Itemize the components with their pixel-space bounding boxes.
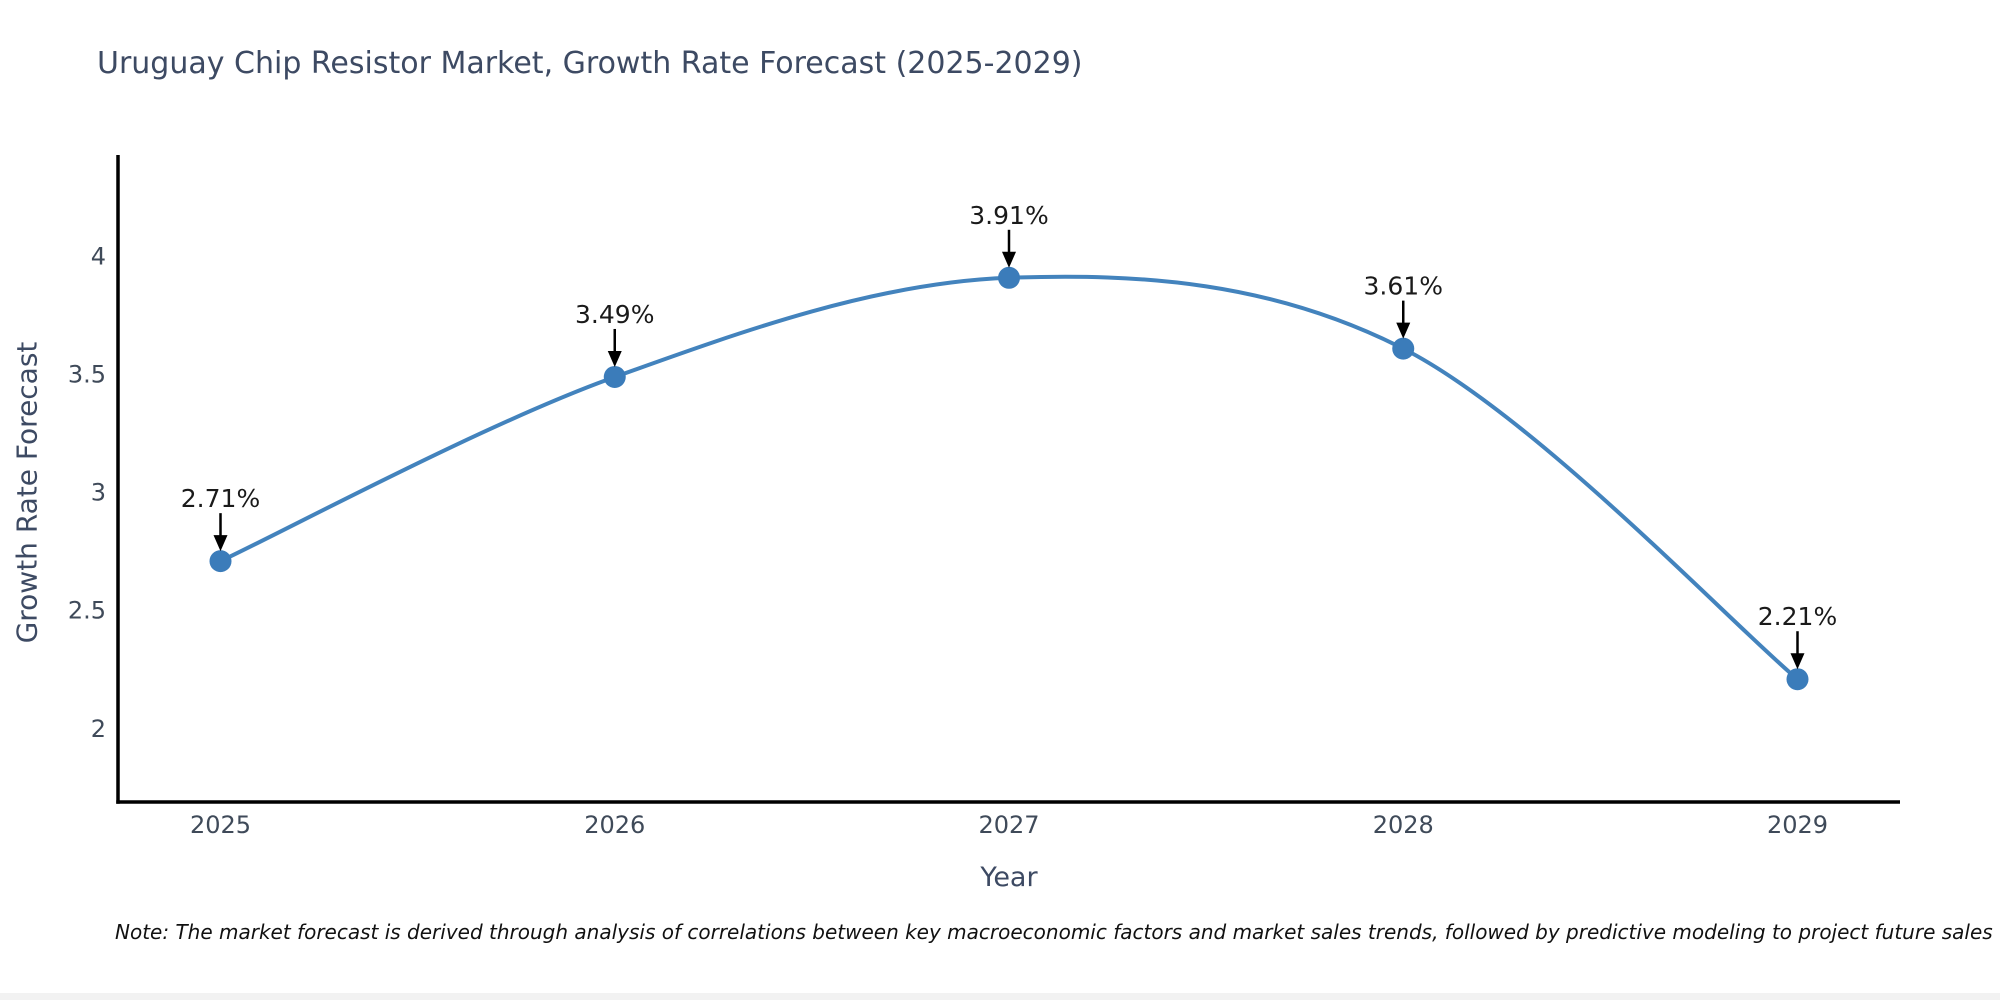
annotation-label: 3.91% bbox=[969, 201, 1048, 230]
data-point-marker bbox=[209, 550, 232, 573]
y-axis-title: Growth Rate Forecast bbox=[10, 341, 44, 644]
annotation-label: 3.49% bbox=[575, 300, 654, 329]
y-tick-label: 2.5 bbox=[68, 597, 106, 625]
annotation-label: 3.61% bbox=[1364, 272, 1443, 301]
y-tick-label: 2 bbox=[91, 715, 106, 743]
y-tick-label: 3 bbox=[91, 479, 106, 507]
annotation-arrowhead bbox=[1002, 251, 1016, 268]
chart-title: Uruguay Chip Resistor Market, Growth Rat… bbox=[97, 46, 1083, 81]
x-tick-label: 2028 bbox=[1373, 811, 1434, 839]
y-tick-label: 3.5 bbox=[68, 361, 106, 389]
bottom-edge-strip bbox=[0, 993, 2000, 1000]
annotation-arrowhead bbox=[213, 535, 228, 552]
x-axis-title: Year bbox=[980, 862, 1038, 893]
series-line bbox=[218, 274, 1800, 682]
annotation-arrowhead bbox=[607, 350, 622, 367]
footnote: Note: The market forecast is derived thr… bbox=[115, 920, 1993, 944]
x-tick-label: 2027 bbox=[978, 811, 1039, 839]
annotation-arrowhead bbox=[1396, 322, 1411, 339]
x-tick-label: 2029 bbox=[1767, 811, 1828, 839]
data-point-marker bbox=[1392, 337, 1415, 360]
annotation-arrowhead bbox=[1790, 653, 1805, 670]
x-tick-label: 2026 bbox=[584, 811, 645, 839]
y-tick-label: 4 bbox=[91, 243, 106, 271]
annotation-label: 2.21% bbox=[1758, 602, 1837, 631]
data-point-marker bbox=[603, 365, 626, 388]
data-point-marker bbox=[1786, 668, 1809, 691]
x-tick-label: 2025 bbox=[190, 811, 251, 839]
annotation-label: 2.71% bbox=[181, 484, 260, 513]
data-point-marker bbox=[998, 266, 1020, 289]
